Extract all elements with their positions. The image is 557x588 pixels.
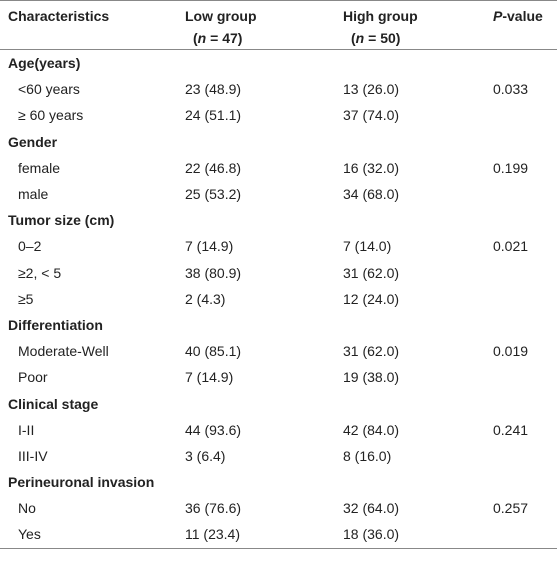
- row-label: Moderate-Well: [18, 343, 109, 360]
- header-text: = 50): [364, 30, 401, 46]
- header-text: n: [197, 30, 207, 46]
- high-group-cell: 42 (84.0): [343, 421, 400, 438]
- section-title: Gender: [8, 133, 58, 150]
- data-row: ≥5 2 (4.3) 12 (24.0): [0, 286, 557, 312]
- section-title: Perineuronal invasion: [8, 474, 155, 491]
- row-label: ≥ 60 years: [18, 107, 84, 124]
- p-value-cell: [493, 443, 557, 469]
- low-group-cell: 40 (85.1): [185, 343, 242, 360]
- p-value-cell: [493, 286, 557, 312]
- low-group-cell: 11 (23.4): [185, 526, 240, 543]
- high-group-cell: 37 (74.0): [343, 107, 400, 124]
- header-cell: High group (n = 50): [343, 1, 493, 50]
- data-row: ≥2, < 5 38 (80.9) 31 (62.0): [0, 260, 557, 286]
- header-text: -value: [502, 8, 543, 24]
- row-label: <60 years: [18, 81, 80, 98]
- row-label: male: [18, 186, 49, 203]
- header-cell: P-value: [493, 1, 557, 50]
- low-group-cell: 24 (51.1): [185, 107, 242, 124]
- section-row: Clinical stage: [0, 390, 557, 416]
- row-label: ≥5: [18, 290, 34, 307]
- row-label: No: [18, 500, 36, 517]
- high-group-cell: 31 (62.0): [343, 264, 400, 281]
- section-title: Clinical stage: [8, 395, 99, 412]
- header-cell: Characteristics: [0, 1, 185, 50]
- data-row: Yes 11 (23.4) 18 (36.0): [0, 521, 557, 549]
- data-row: male 25 (53.2) 34 (68.0): [0, 181, 557, 207]
- data-row: female 22 (46.8) 16 (32.0) 0.199: [0, 155, 557, 181]
- header-text: (: [193, 30, 198, 46]
- data-row: 0–2 7 (14.9) 7 (14.0) 0.021: [0, 233, 557, 259]
- data-row: No 36 (76.6) 32 (64.0) 0.257: [0, 495, 557, 521]
- section-row: Gender: [0, 129, 557, 155]
- low-group-cell: 38 (80.9): [185, 264, 242, 281]
- data-row: I-II 44 (93.6) 42 (84.0) 0.241: [0, 417, 557, 443]
- p-value-cell: 0.021: [493, 238, 529, 255]
- low-group-cell: 36 (76.6): [185, 500, 242, 517]
- high-group-cell: 18 (36.0): [343, 526, 400, 543]
- high-group-cell: 7 (14.0): [343, 238, 392, 255]
- low-group-cell: 7 (14.9): [185, 369, 234, 386]
- section-row: Age(years): [0, 50, 557, 77]
- high-group-cell: 16 (32.0): [343, 159, 400, 176]
- header-text: High group: [343, 8, 418, 24]
- row-label: 0–2: [18, 238, 42, 255]
- p-value-cell: [493, 102, 557, 128]
- data-row: Poor 7 (14.9) 19 (38.0): [0, 364, 557, 390]
- section-row: Perineuronal invasion: [0, 469, 557, 495]
- header-text: Characteristics: [8, 8, 110, 24]
- p-value-cell: 0.257: [493, 500, 529, 517]
- section-row: Differentiation: [0, 312, 557, 338]
- row-label: Yes: [18, 526, 41, 543]
- header-text: = 47): [206, 30, 243, 46]
- low-group-cell: 25 (53.2): [185, 186, 242, 203]
- low-group-cell: 7 (14.9): [185, 238, 234, 255]
- data-row: III-IV 3 (6.4) 8 (16.0): [0, 443, 557, 469]
- high-group-cell: 13 (26.0): [343, 81, 400, 98]
- row-label: Poor: [18, 369, 48, 386]
- header-text: Low group: [185, 8, 257, 24]
- low-group-cell: 2 (4.3): [185, 290, 226, 307]
- row-label: female: [18, 159, 61, 176]
- p-value-cell: 0.199: [493, 159, 529, 176]
- low-group-cell: 22 (46.8): [185, 159, 242, 176]
- row-label: III-IV: [18, 447, 48, 464]
- high-group-cell: 19 (38.0): [343, 369, 400, 386]
- low-group-cell: 23 (48.9): [185, 81, 242, 98]
- header-text: n: [355, 30, 365, 46]
- header-text: (: [351, 30, 356, 46]
- section-title: Age(years): [8, 55, 81, 72]
- row-label: ≥2, < 5: [18, 264, 62, 281]
- p-value-cell: 0.019: [493, 343, 529, 360]
- p-value-cell: [493, 521, 557, 548]
- low-group-cell: 44 (93.6): [185, 421, 242, 438]
- high-group-cell: 31 (62.0): [343, 343, 400, 360]
- section-title: Tumor size (cm): [8, 212, 115, 229]
- section-row: Tumor size (cm): [0, 207, 557, 233]
- high-group-cell: 8 (16.0): [343, 447, 392, 464]
- p-value-cell: 0.033: [493, 81, 529, 98]
- table-body: Age(years) <60 years 23 (48.9) 13 (26.0) 0.0…: [0, 50, 557, 549]
- header-text: P: [493, 8, 503, 24]
- data-row: ≥ 60 years 24 (51.1) 37 (74.0): [0, 102, 557, 128]
- low-group-cell: 3 (6.4): [185, 447, 226, 464]
- high-group-cell: 32 (64.0): [343, 500, 400, 517]
- p-value-cell: [493, 364, 557, 390]
- section-title: Differentiation: [8, 316, 103, 333]
- header-row: Characteristics Low group (n = 47) High …: [0, 0, 557, 50]
- p-value-cell: [493, 181, 557, 207]
- p-value-cell: 0.241: [493, 421, 529, 438]
- high-group-cell: 12 (24.0): [343, 290, 400, 307]
- data-table: Characteristics Low group (n = 47) High …: [0, 0, 557, 549]
- table-header: Characteristics Low group (n = 47) High …: [0, 0, 557, 50]
- data-row: <60 years 23 (48.9) 13 (26.0) 0.033: [0, 76, 557, 102]
- header-cell: Low group (n = 47): [185, 1, 343, 50]
- data-row: Moderate-Well 40 (85.1) 31 (62.0) 0.019: [0, 338, 557, 364]
- high-group-cell: 34 (68.0): [343, 186, 400, 203]
- p-value-cell: [493, 260, 557, 286]
- row-label: I-II: [18, 421, 35, 438]
